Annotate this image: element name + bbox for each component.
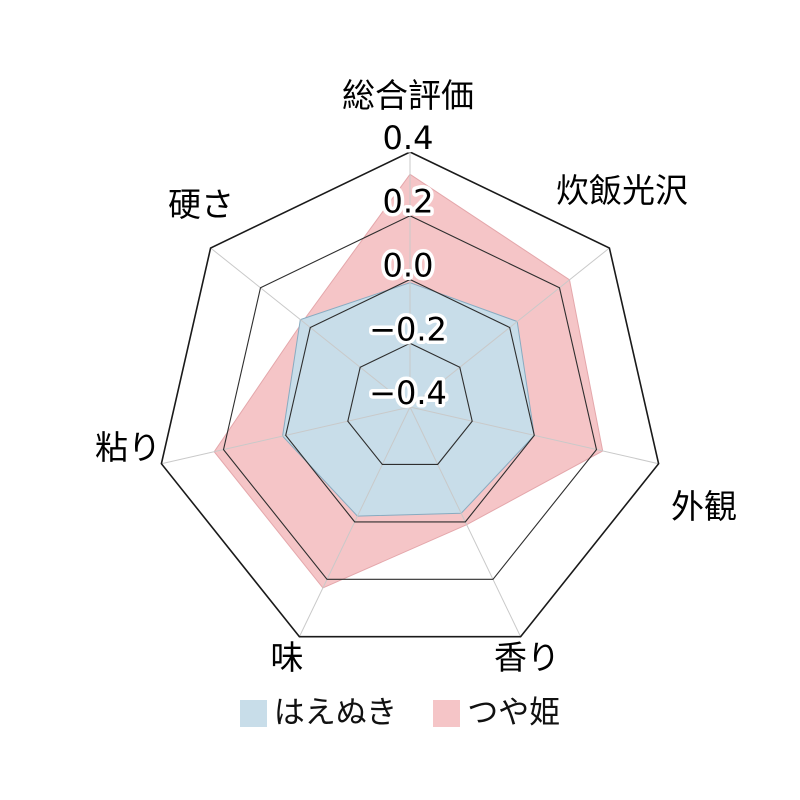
axis-label-2: 炊飯光沢	[556, 171, 688, 210]
axis-label-5: 味	[271, 638, 304, 677]
series-polygon	[282, 282, 535, 517]
legend-item-tsuyahime: つや姫	[433, 698, 560, 729]
axis-label-1: 総合評価	[342, 76, 474, 115]
grid-ring	[222, 215, 598, 580]
legend-label-haenuki: はえぬき	[273, 695, 398, 731]
axis-label-4: 香り	[494, 638, 560, 677]
axis-label-7: 硬さ	[168, 185, 234, 224]
radial-tick-label: 0.4	[383, 119, 434, 157]
legend-swatch-haenuki	[239, 700, 267, 727]
grid-ring	[347, 342, 473, 465]
legend-label-tsuyahime: つや姫	[467, 695, 561, 731]
grid-ring	[160, 151, 660, 638]
radial-tick-label: 0.0	[383, 247, 434, 285]
axis-label-6: 粘り	[95, 428, 161, 467]
axis-label-3: 外観	[671, 487, 737, 526]
radial-tick-label: −0.2	[369, 310, 447, 348]
chart-legend: はえぬき つや姫	[0, 698, 800, 729]
legend-swatch-tsuyahime	[433, 700, 461, 727]
radial-tick-label: 0.2	[383, 183, 434, 221]
radial-tick-label: −0.4	[369, 374, 447, 412]
legend-item-haenuki: はえぬき	[239, 695, 398, 731]
grid-ring	[285, 278, 535, 523]
